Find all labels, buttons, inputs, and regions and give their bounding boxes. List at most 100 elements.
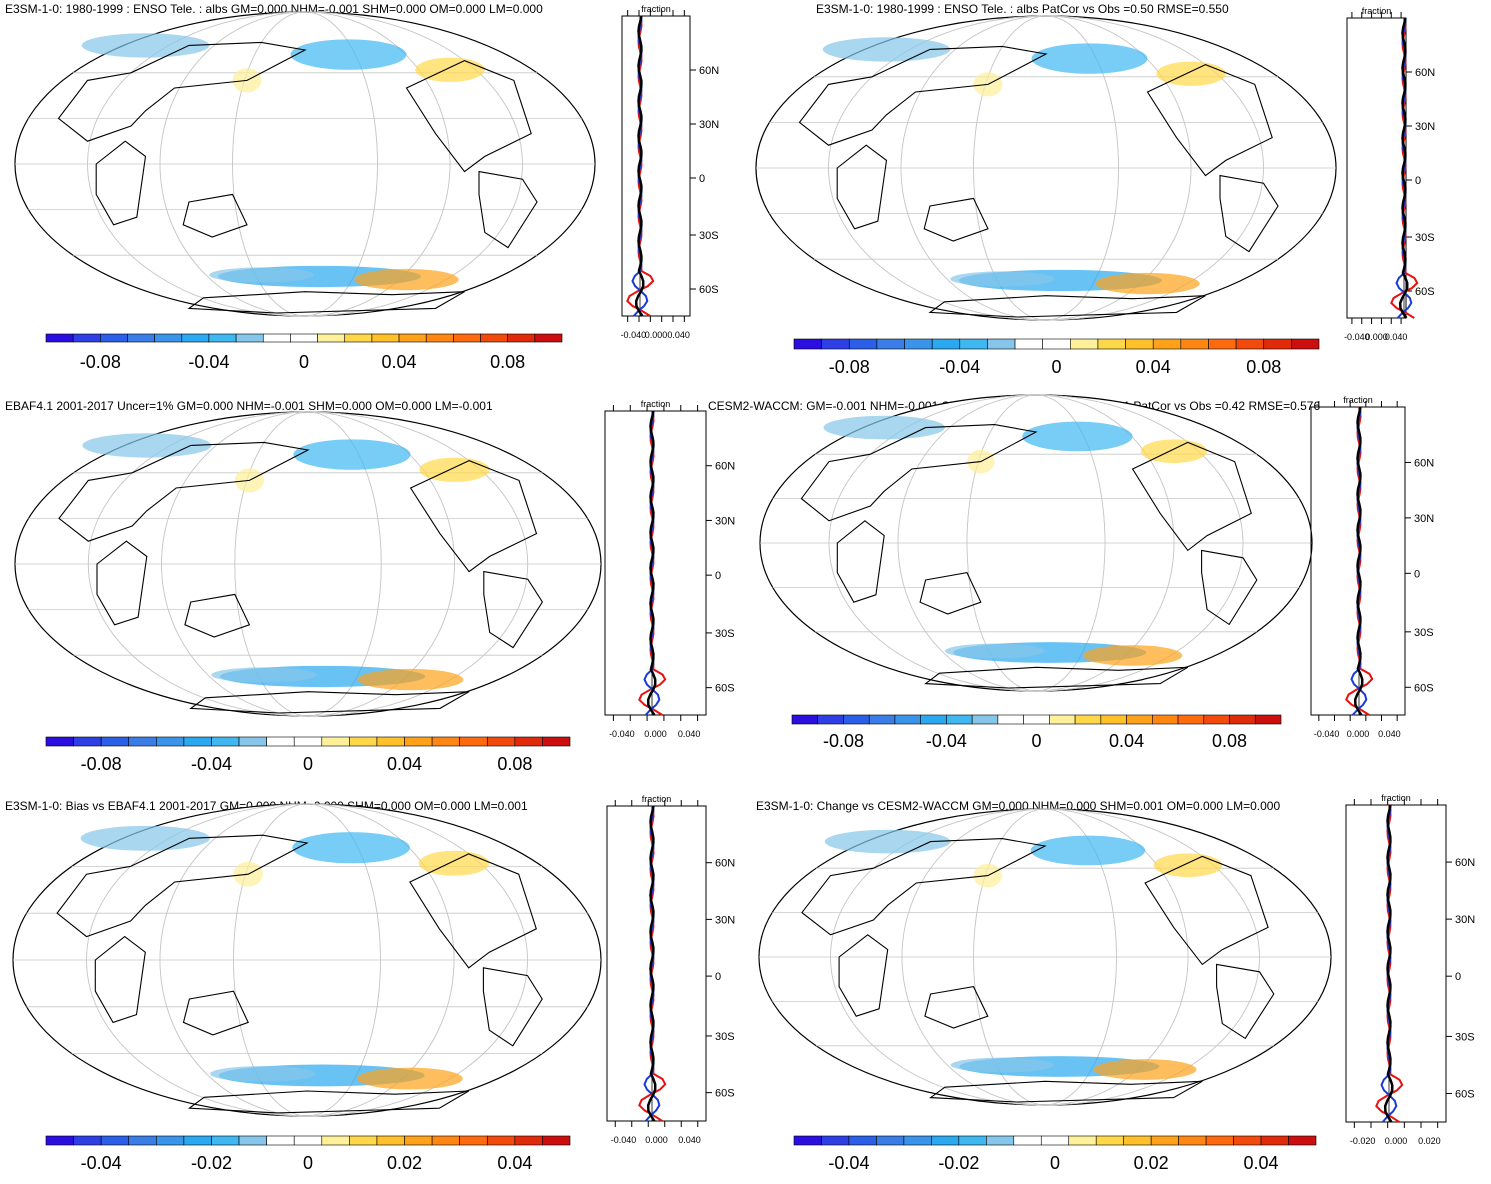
continent-outline [1201,549,1258,626]
colorbar-swatch [1263,338,1292,350]
colorbar-swatch [821,338,850,350]
zonal-mean-plot: fraction 60N 30N 0 30S 60S -0.040 0.000 0.040 [606,794,735,1145]
colorbar-swatch [971,714,999,725]
zonal-title: fraction [642,794,672,804]
world-map [12,803,602,1117]
colorbar-swatch [997,714,1024,725]
colorbar-swatch [848,338,878,350]
lat-tick-label: 30S [715,1031,735,1043]
colorbar-tick-label: 0.04 [497,1153,532,1173]
zonal-series-line [646,410,657,716]
panel-title: E3SM-1-0: Change vs CESM2-WACCM GM=0.000… [756,799,1281,813]
anomaly-patch [1082,645,1183,666]
colorbar-swatch [894,714,921,725]
colorbar-tick-label: 0.04 [1244,1153,1279,1173]
anomaly-patch [357,668,464,691]
zonal-x-tick-label: 0.000 [645,1135,668,1145]
world-map [14,411,602,717]
colorbar-swatch [100,736,130,747]
colorbar-swatch [876,1135,905,1146]
continent-outline [56,834,309,938]
colorbar-swatch [793,1135,822,1146]
anomaly-patch [1030,835,1146,866]
lat-tick-label: 30S [699,230,719,242]
lat-tick-label: 30S [1414,627,1434,639]
lat-tick-label: 30N [1455,914,1475,926]
anomaly-patch [81,33,210,58]
continent-outline [800,424,1038,522]
continent-outline [409,853,537,969]
zonal-title: fraction [641,4,671,14]
colorbar-swatch [1152,338,1182,350]
colorbar-tick-label: 0.04 [387,754,422,774]
panel-enso-e3sm: E3SM-1-0: 1980-1999 : ENSO Tele. : albs … [0,0,745,389]
continent-outline [182,193,248,238]
colorbar-swatch [349,736,378,747]
colorbar-swatch [262,333,291,343]
continent-outline [405,60,532,173]
zonal-x-tick-label: 0.000 [644,729,667,739]
colorbar-swatch [1049,714,1076,725]
colorbar-swatch [1070,338,1099,350]
colorbar-swatch [321,1135,350,1146]
colorbar-tick-label: 0.08 [1212,731,1247,751]
colorbar-swatch [1150,1135,1179,1146]
continent-outline [1144,855,1269,966]
anomaly-patch [209,1066,316,1082]
colorbar-swatch [72,333,101,343]
colorbar-swatch [1205,1135,1234,1146]
colorbar-swatch [480,333,508,343]
zonal-mean-plot: fraction 60N 30N 0 30S 60S -0.020 0.000 0.020 [1345,793,1475,1146]
colorbar: -0.08 -0.04 0 0.04 0.08 [45,736,571,774]
continent-outline [919,571,982,615]
zonal-frame [1310,406,1406,716]
colorbar: -0.04 -0.02 0 0.02 0.04 [793,1135,1317,1173]
colorbar-swatch [73,1135,102,1146]
lat-tick-label: 60N [1415,67,1435,79]
zonal-x-tick-label: -0.040 [1314,729,1340,739]
colorbar-swatch [843,714,870,725]
zonal-title: fraction [641,399,671,409]
colorbar-swatch [321,736,350,747]
colorbar-swatch [1042,338,1071,350]
zonal-x-tick-label: -0.040 [609,729,635,739]
zonal-title: fraction [1362,6,1392,16]
zonal-x-tick-label: 0.000 [1385,1136,1408,1146]
colorbar-swatch [127,333,155,343]
colorbar-tick-label: 0 [299,352,309,372]
lat-tick-label: 60N [1455,857,1475,869]
zonal-frame [606,805,707,1122]
zonal-series-line [1353,406,1364,716]
colorbar-swatch [293,736,323,747]
colorbar-swatch [931,1135,960,1146]
colorbar-swatch [376,736,405,747]
colorbar-swatch [431,1135,460,1146]
anomaly-patch [1095,272,1200,295]
zonal-series-line [1383,804,1394,1123]
continent-outline [1216,963,1275,1040]
colorbar-swatch [211,1135,240,1146]
colorbar: -0.08 -0.04 0 0.04 0.08 [45,333,563,372]
lat-tick-label: 60N [715,461,735,473]
lat-tick-label: 0 [1455,971,1461,983]
anomaly-patch [1031,43,1148,74]
colorbar-swatch [542,1135,571,1146]
continent-outline [189,691,470,714]
anomaly-patch [290,39,407,70]
colorbar-swatch [987,338,1016,350]
colorbar-swatch [453,333,481,343]
colorbar-tick-label: -0.04 [188,352,229,372]
colorbar-swatch [1178,1135,1207,1146]
anomaly-patch [209,267,314,283]
lat-tick-label: 30N [1414,513,1434,525]
colorbar-tick-label: -0.04 [828,1153,869,1173]
continent-outline [923,197,989,242]
colorbar-swatch [211,736,240,747]
zonal-title: fraction [1381,793,1411,803]
panel-change: E3SM-1-0: Change vs CESM2-WACCM GM=0.000… [746,793,1491,1184]
colorbar-swatch [1126,714,1153,725]
colorbar-swatch [376,1135,405,1146]
continent-outline [184,593,251,638]
anomaly-patch [944,643,1045,659]
colorbar-swatch [1023,714,1050,725]
